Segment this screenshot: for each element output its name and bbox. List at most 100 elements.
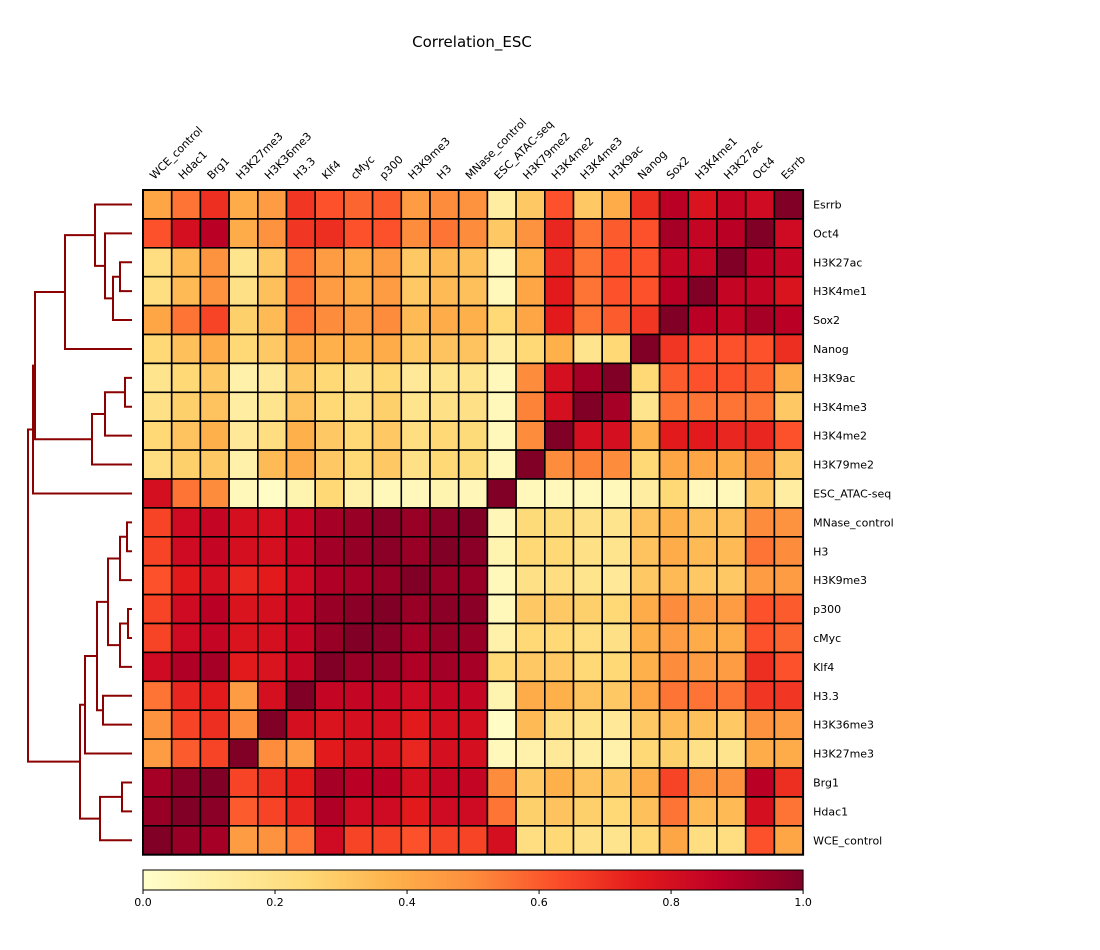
heatmap-cell: [199, 564, 230, 596]
heatmap-cell: [285, 304, 317, 336]
heatmap-cell: [429, 767, 460, 798]
heatmap-cell: [687, 420, 718, 451]
heatmap-cell: [170, 420, 202, 451]
heatmap-cell: [285, 651, 317, 683]
dendrogram-link: [104, 232, 132, 300]
heatmap-cell: [543, 507, 575, 538]
heatmap-cell: [343, 535, 374, 567]
heatmap-cell: [285, 247, 317, 278]
heatmap-cell: [515, 218, 546, 249]
heatmap-cell: [228, 420, 259, 451]
heatmap-cell: [457, 218, 489, 249]
heatmap-cell: [572, 564, 604, 596]
colorbar-ticks: 0.0 0.2 0.4 0.6 0.8 1.0: [134, 890, 812, 909]
heatmap-cell: [314, 824, 345, 856]
heatmap-cell: [572, 651, 604, 683]
heatmap-cell: [457, 189, 489, 220]
heatmap-cell: [630, 275, 661, 307]
heatmap-cell: [228, 275, 259, 307]
dendrogram-link: [121, 781, 132, 813]
heatmap-cell: [285, 478, 317, 509]
heatmap-cell: [170, 564, 202, 596]
heatmap-cell: [457, 275, 489, 307]
heatmap-cell: [400, 796, 431, 827]
heatmap-cell: [687, 304, 718, 336]
heatmap-cell: [601, 767, 632, 798]
heatmap-cell: [486, 478, 517, 509]
heatmap-cell: [515, 333, 546, 365]
heatmap-cell: [716, 449, 747, 480]
heatmap-cell: [429, 247, 460, 278]
column-label: cMyc: [348, 153, 377, 182]
heatmap-cell: [572, 362, 604, 394]
heatmap-cell: [572, 391, 604, 422]
heatmap-cell: [486, 391, 517, 422]
heatmap-cell: [285, 333, 317, 365]
heatmap-cell: [400, 564, 431, 596]
heatmap-cell: [572, 622, 604, 654]
heatmap-cell: [630, 218, 661, 249]
heatmap-cell: [543, 391, 575, 422]
heatmap-cell: [744, 449, 776, 480]
heatmap-cell: [314, 362, 345, 394]
heatmap-cell: [457, 333, 489, 365]
heatmap-cell: [486, 304, 517, 336]
colorbar-tick-label: 0.4: [398, 896, 416, 909]
heatmap-cell: [543, 478, 575, 509]
heatmap-cell: [515, 593, 546, 625]
heatmap-cell: [630, 622, 661, 654]
heatmap-cell: [371, 824, 403, 856]
heatmap-cell: [314, 622, 345, 654]
heatmap-cell: [228, 333, 259, 365]
heatmap-cell: [199, 304, 230, 336]
heatmap-cell: [228, 535, 259, 567]
heatmap-cell: [543, 709, 575, 740]
heatmap-cell: [285, 824, 317, 856]
dendrogram-link: [102, 694, 132, 726]
heatmap-cell: [744, 275, 776, 307]
heatmap-cell: [658, 796, 690, 827]
heatmap-cell: [658, 824, 690, 856]
heatmap-cell: [543, 824, 575, 856]
heatmap-cell: [601, 275, 632, 307]
heatmap-cell: [457, 709, 489, 740]
heatmap-cell: [658, 680, 690, 711]
heatmap-cell: [457, 593, 489, 625]
heatmap-cell: [199, 275, 230, 307]
heatmap-cell: [371, 680, 403, 711]
dendrogram-link: [79, 703, 100, 820]
dendrogram-link: [119, 261, 132, 293]
heatmap-cell: [400, 824, 431, 856]
heatmap-cell: [773, 247, 804, 278]
heatmap-cell: [773, 767, 804, 798]
heatmap-cell: [199, 478, 230, 509]
heatmap-cell: [572, 420, 604, 451]
heatmap-cell: [601, 478, 632, 509]
heatmap-cell: [744, 738, 776, 769]
heatmap-cell: [314, 738, 345, 769]
heatmap-cell: [658, 275, 690, 307]
heatmap-cell: [285, 622, 317, 654]
heatmap-cell: [658, 709, 690, 740]
heatmap-cell: [343, 767, 374, 798]
dendrogram-link: [96, 600, 108, 712]
heatmap-cell: [400, 651, 431, 683]
heatmap-cell: [630, 709, 661, 740]
heatmap-cell: [572, 738, 604, 769]
heatmap-cell: [343, 391, 374, 422]
heatmap-cell: [543, 362, 575, 394]
heatmap-cell: [170, 824, 202, 856]
heatmap-cell: [256, 362, 288, 394]
heatmap-cell: [716, 796, 747, 827]
heatmap-cell: [515, 507, 546, 538]
heatmap-cell: [630, 391, 661, 422]
heatmap-cell: [371, 275, 403, 307]
heatmap-cell: [429, 189, 460, 220]
heatmap-cell: [142, 247, 173, 278]
heatmap-cell: [256, 304, 288, 336]
heatmap-cell: [400, 767, 431, 798]
heatmap-cell: [716, 738, 747, 769]
heatmap-cell: [170, 449, 202, 480]
